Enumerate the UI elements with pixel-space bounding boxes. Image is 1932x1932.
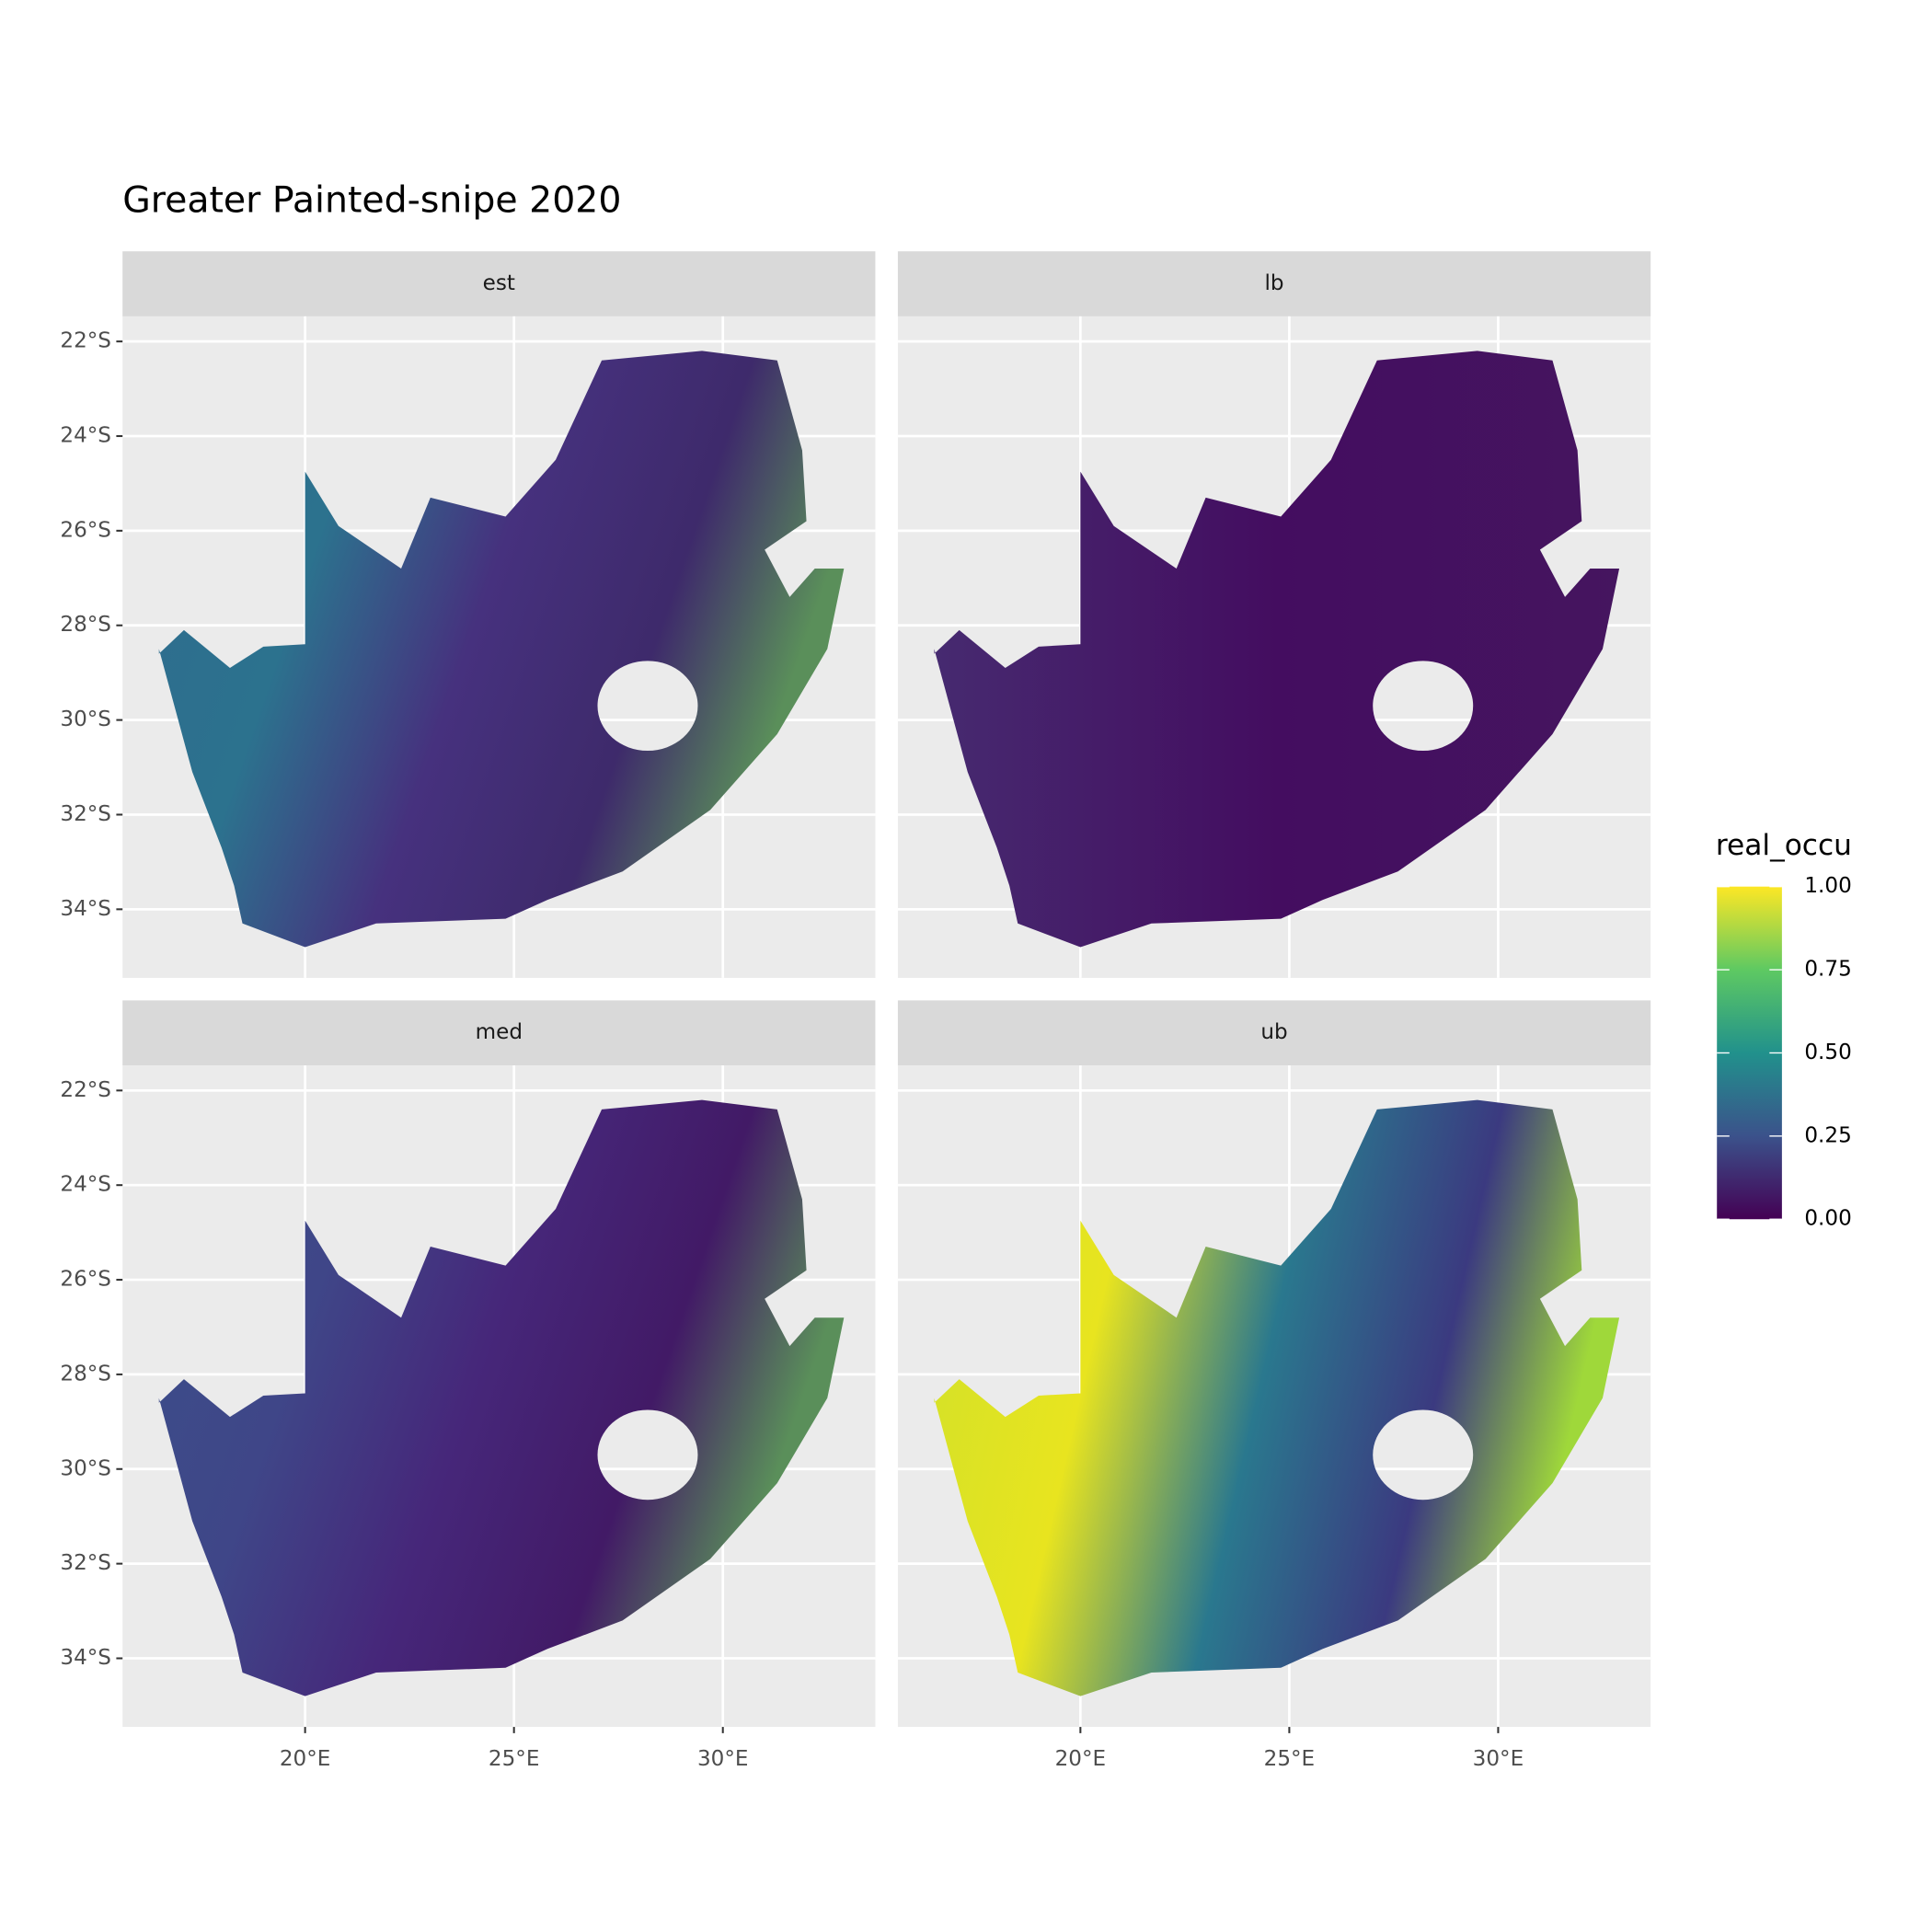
x-tick-label: 30°E	[1473, 1747, 1524, 1771]
y-tick-label: 30°S	[60, 707, 111, 731]
legend-tick-label: 1.00	[1804, 874, 1851, 898]
facet-label: lb	[1265, 271, 1284, 295]
y-tick-label: 26°S	[60, 518, 111, 542]
facet-label: ub	[1260, 1020, 1287, 1044]
y-tick-label: 22°S	[60, 329, 111, 353]
occupancy-raster	[158, 1099, 845, 1696]
y-tick-label: 28°S	[60, 613, 111, 637]
y-tick-label: 26°S	[60, 1268, 111, 1292]
legend-tick-label: 0.75	[1804, 958, 1851, 982]
y-tick-label: 32°S	[60, 1551, 111, 1575]
y-tick-label: 22°S	[60, 1078, 111, 1102]
x-tick-label: 20°E	[280, 1747, 331, 1771]
facet-strip	[897, 251, 1651, 316]
legend-tick-label: 0.50	[1804, 1041, 1851, 1064]
facet-strip	[897, 1000, 1651, 1066]
occupancy-raster	[934, 1099, 1620, 1696]
y-tick-label: 34°S	[60, 897, 111, 921]
legend-title: real_occu	[1716, 829, 1852, 862]
y-tick-label: 24°S	[60, 1173, 111, 1197]
x-tick-label: 20°E	[1055, 1747, 1107, 1771]
y-tick-label: 24°S	[60, 424, 111, 448]
y-tick-label: 32°S	[60, 802, 111, 826]
y-tick-label: 30°S	[60, 1456, 111, 1480]
legend-tick-label: 0.25	[1804, 1123, 1851, 1147]
facet-label: med	[476, 1020, 523, 1044]
chart-title: Greater Painted-snipe 2020	[122, 179, 621, 222]
occupancy-raster	[934, 351, 1620, 948]
occupancy-raster	[158, 351, 845, 948]
facet-strip	[122, 251, 876, 316]
x-tick-label: 25°E	[1264, 1747, 1316, 1771]
legend-tick-label: 0.00	[1804, 1207, 1851, 1231]
facet-label: est	[483, 271, 515, 295]
facet-strip	[122, 1000, 876, 1066]
y-tick-label: 28°S	[60, 1362, 111, 1386]
x-tick-label: 25°E	[489, 1747, 540, 1771]
x-tick-label: 30°E	[697, 1747, 749, 1771]
y-tick-label: 34°S	[60, 1646, 111, 1670]
